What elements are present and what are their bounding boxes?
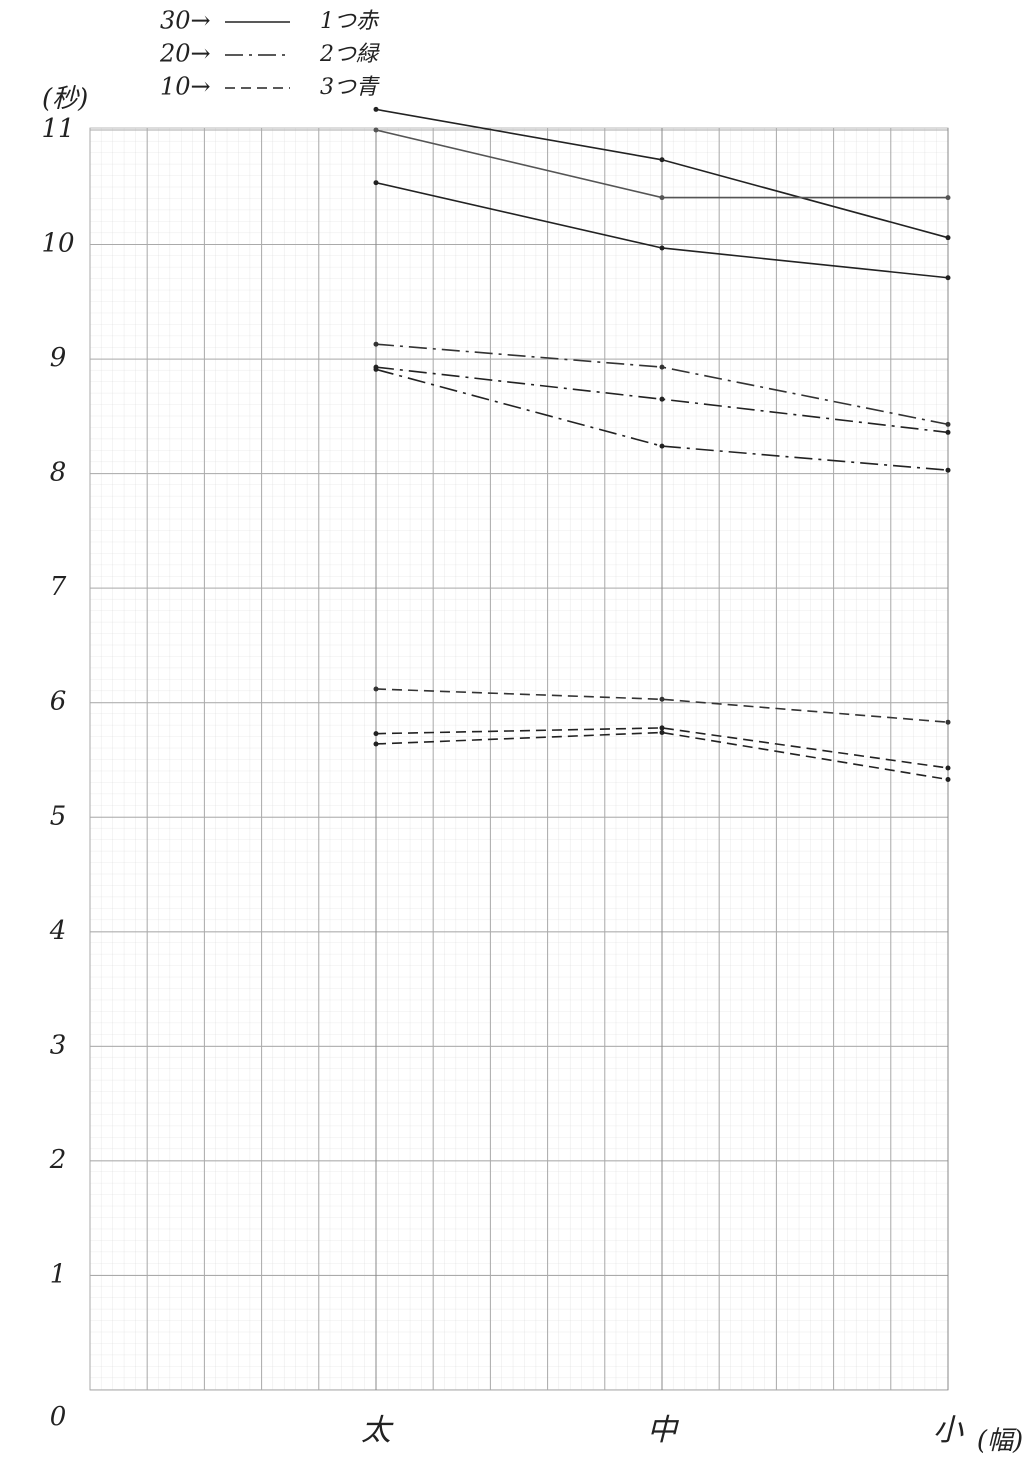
point [946,235,951,240]
y-tick-label: 11 [41,114,74,144]
point [946,777,951,782]
point [374,107,379,112]
legend-meaning: 2つ緑 [319,42,380,67]
point [374,741,379,746]
point [660,697,665,702]
point [946,422,951,427]
point [374,180,379,185]
y-tick-label: 6 [50,687,67,717]
legend-label: 20→ [159,40,211,68]
legend-meaning: 1つ赤 [320,9,380,34]
point [374,128,379,133]
y-tick-label: 3 [50,1030,67,1060]
point [660,730,665,735]
chart: (秒) (幅) 0 1 2 3 4 5 6 7 8 9 10 11 太 中 小 30→ 1つ赤 20→ 2つ緑 10→… [0,0,1036,1470]
y-tick-label: 4 [49,916,67,946]
x-axis-label: (幅) [977,1426,1023,1456]
y-tick-label: 8 [50,458,67,488]
y-tick-label: 7 [50,572,67,602]
point [660,725,665,730]
point [946,468,951,473]
point [946,766,951,771]
point [660,365,665,370]
page: (秒) (幅) 0 1 2 3 4 5 6 7 8 9 10 11 太 中 小 30→ 1つ赤 20→ 2つ緑 10→… [0,0,1036,1470]
point [660,444,665,449]
point [374,731,379,736]
graph-paper [90,128,948,1390]
y-tick-label: 9 [50,343,67,373]
point [374,342,379,347]
x-tick-label: 小 [933,1413,964,1448]
point [660,157,665,162]
point [946,195,951,200]
legend-label: 10→ [160,73,211,101]
point [946,275,951,280]
y-tick-label: 10 [41,229,74,259]
y-tick-label: 2 [49,1145,67,1175]
point [946,430,951,435]
point [660,397,665,402]
x-tick-label: 太 [361,1413,394,1448]
point [946,720,951,725]
point [374,367,379,372]
x-tick-label: 中 [647,1413,680,1448]
point [660,195,665,200]
legend-label: 30→ [160,7,211,35]
point [660,245,665,250]
y-tick-label: 0 [50,1402,67,1432]
y-tick-label: 5 [50,801,67,831]
point [374,686,379,691]
legend-meaning: 3つ青 [320,75,380,100]
y-tick-label: 1 [50,1259,67,1289]
y-axis-label: (秒) [42,84,88,114]
